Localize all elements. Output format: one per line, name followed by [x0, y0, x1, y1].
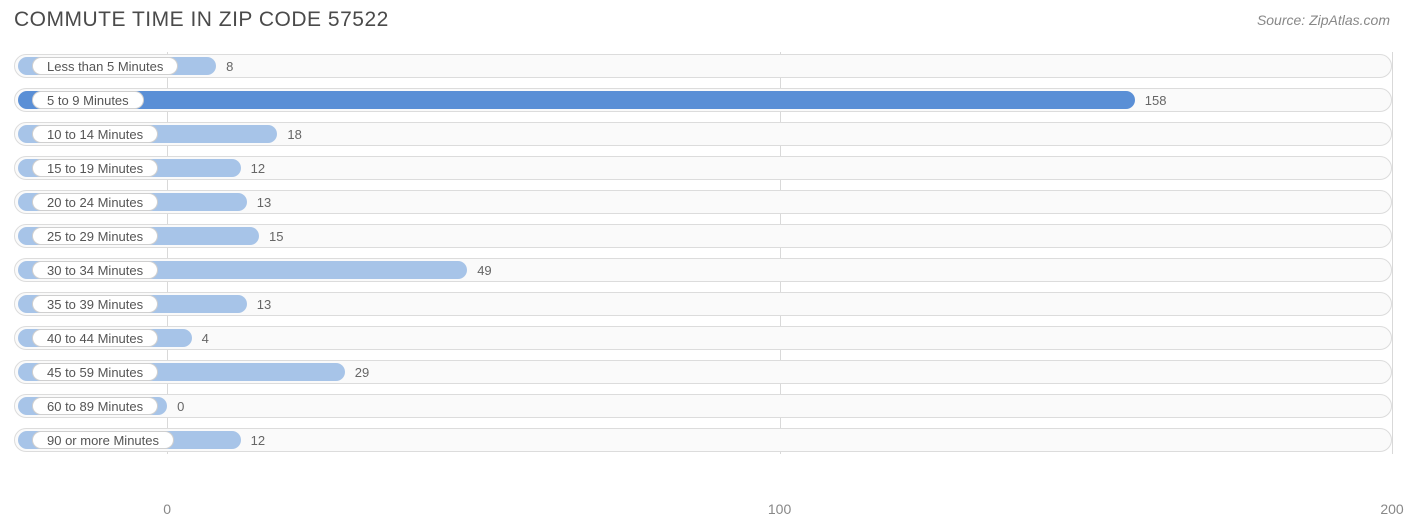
bar-label-pill: 5 to 9 Minutes	[32, 91, 144, 109]
bar-row: 45 to 59 Minutes 29	[14, 358, 1392, 386]
bar-value: 49	[477, 261, 491, 279]
bar-row: 60 to 89 Minutes 0	[14, 392, 1392, 420]
bar-row: 5 to 9 Minutes 158	[14, 86, 1392, 114]
x-tick-label: 100	[768, 501, 791, 517]
chart-area: Less than 5 Minutes 8 5 to 9 Minutes 158 10 …	[14, 52, 1392, 495]
bar-value: 158	[1145, 91, 1167, 109]
bar-row: 15 to 19 Minutes 12	[14, 154, 1392, 182]
x-tick-label: 0	[163, 501, 171, 517]
bar-row: 25 to 29 Minutes 15	[14, 222, 1392, 250]
bar-row: Less than 5 Minutes 8	[14, 52, 1392, 80]
bar-label-pill: 40 to 44 Minutes	[32, 329, 158, 347]
bar-row: 35 to 39 Minutes 13	[14, 290, 1392, 318]
bar-fill	[18, 91, 1135, 109]
bar-value: 13	[257, 193, 271, 211]
chart-title: COMMUTE TIME IN ZIP CODE 57522	[14, 8, 389, 32]
bar-label-pill: Less than 5 Minutes	[32, 57, 178, 75]
bar-value: 13	[257, 295, 271, 313]
bar-value: 29	[355, 363, 369, 381]
bar-label-pill: 15 to 19 Minutes	[32, 159, 158, 177]
bar-value: 4	[202, 329, 209, 347]
bar-label-pill: 10 to 14 Minutes	[32, 125, 158, 143]
bar-row: 20 to 24 Minutes 13	[14, 188, 1392, 216]
bar-value: 8	[226, 57, 233, 75]
bar-track	[14, 54, 1392, 78]
bar-value: 0	[177, 397, 184, 415]
bar-row: 30 to 34 Minutes 49	[14, 256, 1392, 284]
chart-container: COMMUTE TIME IN ZIP CODE 57522 Source: Z…	[0, 0, 1406, 523]
x-tick-label: 200	[1380, 501, 1403, 517]
bar-label-pill: 20 to 24 Minutes	[32, 193, 158, 211]
bar-track	[14, 326, 1392, 350]
gridline	[1392, 52, 1393, 454]
bar-label-pill: 30 to 34 Minutes	[32, 261, 158, 279]
bar-track	[14, 394, 1392, 418]
bar-label-pill: 45 to 59 Minutes	[32, 363, 158, 381]
bar-value: 18	[287, 125, 301, 143]
bar-label-pill: 90 or more Minutes	[32, 431, 174, 449]
bar-row: 40 to 44 Minutes 4	[14, 324, 1392, 352]
bar-value: 12	[251, 431, 265, 449]
bar-value: 12	[251, 159, 265, 177]
chart-source: Source: ZipAtlas.com	[1257, 12, 1390, 28]
bar-label-pill: 25 to 29 Minutes	[32, 227, 158, 245]
bar-label-pill: 35 to 39 Minutes	[32, 295, 158, 313]
bar-row: 90 or more Minutes 12	[14, 426, 1392, 454]
bar-row: 10 to 14 Minutes 18	[14, 120, 1392, 148]
bar-label-pill: 60 to 89 Minutes	[32, 397, 158, 415]
bar-list: Less than 5 Minutes 8 5 to 9 Minutes 158 10 …	[14, 52, 1392, 454]
bar-value: 15	[269, 227, 283, 245]
